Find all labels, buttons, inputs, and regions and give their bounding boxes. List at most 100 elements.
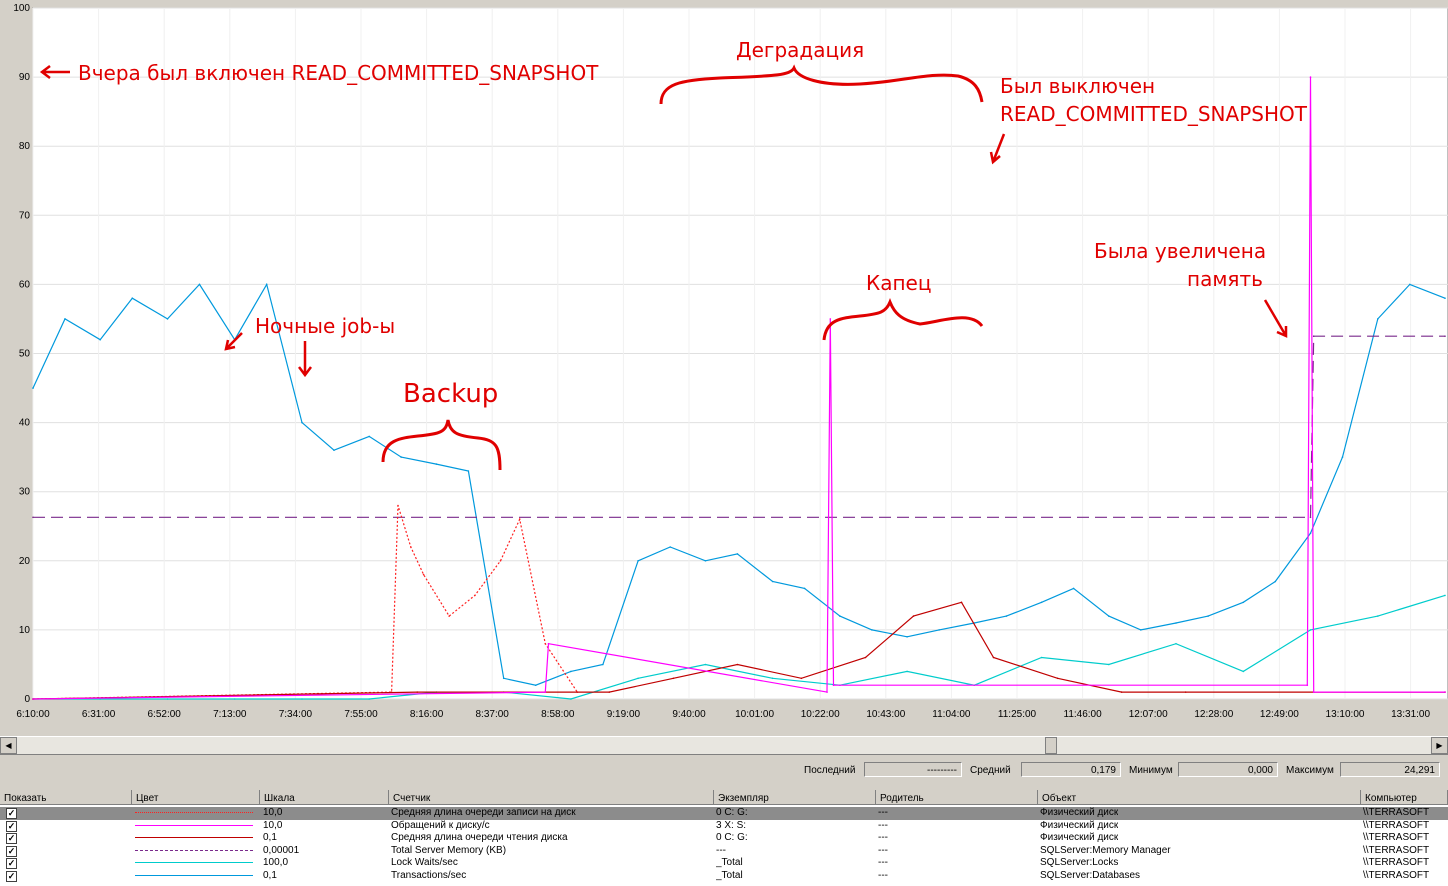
annotation-memory-line1: Была увеличена	[1094, 239, 1266, 263]
show-checkbox[interactable]: ✓	[6, 858, 17, 870]
series-point	[1309, 516, 1312, 519]
series-point	[474, 594, 476, 597]
scale-cell: 0,1	[263, 870, 277, 881]
series-point	[704, 663, 707, 666]
counter-cell: Total Server Memory (KB)	[391, 844, 507, 856]
legend-row[interactable]: ✓ 0,1 Средняя длина очереди чтения диска 0 …	[0, 832, 1448, 845]
header-counter[interactable]: Счетчик	[389, 790, 714, 805]
header-object[interactable]: Объект	[1038, 790, 1361, 805]
series-point	[570, 670, 572, 673]
series-point	[1309, 629, 1312, 631]
series-point	[938, 629, 940, 631]
legend-row[interactable]: ✓ 10,0 Средняя длина очереди записи на дис…	[0, 807, 1448, 820]
series-point	[1341, 456, 1344, 458]
header-show[interactable]: Показать	[0, 790, 132, 805]
series-point	[400, 456, 403, 458]
series-point	[32, 698, 34, 700]
show-checkbox[interactable]: ✓	[6, 808, 17, 819]
show-checkbox[interactable]: ✓	[6, 820, 17, 832]
x-tick-label: 7:34:00	[279, 709, 313, 720]
x-tick-label: 12:49:00	[1260, 709, 1299, 720]
parent-cell: ---	[878, 807, 888, 818]
instance-cell: 0 C: G:	[716, 807, 748, 818]
scale-cell: 0,1	[263, 832, 277, 844]
x-tick-label: 11:46:00	[1064, 709, 1103, 720]
object-cell: SQLServer:Databases	[1040, 870, 1141, 881]
series-point	[544, 642, 547, 645]
series-point	[99, 338, 101, 341]
scroll-thumb[interactable]	[1045, 737, 1057, 754]
last-value: ---------	[864, 762, 962, 777]
series-point	[570, 698, 572, 700]
avg-value: 0,179	[1021, 762, 1121, 777]
header-color[interactable]: Цвет	[132, 790, 260, 805]
series-point	[906, 636, 908, 638]
series-point	[803, 587, 806, 590]
avg-label: Средний	[970, 765, 1011, 776]
series-point	[1409, 283, 1411, 286]
y-tick-label: 0	[24, 694, 30, 705]
y-tick-label: 50	[19, 349, 31, 360]
header-instance[interactable]: Экземпляр	[714, 790, 876, 805]
color-swatch	[135, 837, 253, 839]
y-tick-label: 60	[19, 279, 31, 290]
legend-row[interactable]: ✓ 100,0 Lock Waits/sec _Total --- SQLServer:L…	[0, 857, 1448, 870]
series-point	[166, 698, 169, 700]
header-scale[interactable]: Шкала	[260, 790, 389, 805]
x-tick-label: 8:37:00	[476, 709, 510, 720]
brace-degradation	[659, 64, 984, 105]
series-point	[416, 691, 419, 693]
x-tick-label: 6:31:00	[82, 709, 116, 720]
show-checkbox[interactable]: ✓	[6, 845, 17, 857]
legend-row[interactable]: ✓ 0,1 Transactions/sec _Total --- SQLServer:D…	[0, 870, 1448, 883]
scroll-left-button[interactable]: ◀	[0, 737, 17, 754]
series-point	[1040, 656, 1043, 659]
x-tick-label: 7:13:00	[213, 709, 247, 720]
min-value: 0,000	[1178, 762, 1278, 777]
series-point	[397, 504, 399, 507]
header-parent[interactable]: Родитель	[876, 790, 1038, 805]
series-point	[1312, 691, 1315, 693]
y-tick-label: 90	[19, 72, 31, 83]
object-cell: SQLServer:Locks	[1040, 857, 1119, 869]
scroll-right-button[interactable]: ▶	[1431, 737, 1448, 754]
object-cell: Физический диск	[1040, 807, 1119, 818]
series-point	[771, 677, 774, 680]
series-point	[32, 516, 34, 519]
show-checkbox[interactable]: ✓	[6, 871, 17, 882]
max-label: Максимум	[1286, 765, 1334, 776]
show-checkbox[interactable]: ✓	[6, 833, 17, 845]
color-swatch	[135, 849, 253, 851]
x-tick-label: 9:40:00	[672, 709, 706, 720]
series-point	[502, 677, 505, 680]
series-point	[422, 573, 425, 576]
legend-row[interactable]: ✓ 0,00001 Total Server Memory (KB) --- --- SQ…	[0, 845, 1448, 858]
scale-cell: 0,00001	[263, 844, 300, 856]
series-point	[544, 691, 547, 693]
annotation-degradation: Деградация	[736, 38, 864, 62]
arrow-disabled	[989, 133, 1006, 165]
header-computer[interactable]: Компьютер	[1361, 790, 1448, 805]
x-tick-label: 11:04:00	[932, 709, 971, 720]
series-point	[1184, 691, 1187, 693]
legend-row[interactable]: ✓ 10,0 Обращений к диску/с 3 X: S: --- Физиче…	[0, 820, 1448, 833]
parent-cell: ---	[878, 832, 888, 844]
computer-cell: \\TERRASOFT	[1363, 832, 1430, 844]
series-point	[608, 691, 611, 693]
computer-cell: \\TERRASOFT	[1363, 844, 1430, 856]
series-point	[518, 518, 521, 521]
x-tick-label: 11:25:00	[998, 709, 1037, 720]
y-tick-label: 20	[19, 556, 31, 567]
computer-cell: \\TERRASOFT	[1363, 857, 1430, 869]
y-tick-label: 30	[19, 487, 31, 498]
series-point	[1242, 601, 1245, 604]
annotation-disabled-line1: Был выключен	[1000, 74, 1155, 98]
series-point	[32, 387, 34, 389]
x-tick-label: 10:01:00	[735, 709, 774, 720]
stats-bar: Последний --------- Средний 0,179 Миниму…	[0, 758, 1448, 784]
annotation-disabled-line2: READ_COMMITTED_SNAPSHOT	[1000, 102, 1308, 126]
series-line-5	[32, 77, 1445, 700]
horizontal-scrollbar[interactable]: ◀ ▶	[0, 736, 1448, 755]
series-point	[368, 698, 371, 700]
color-swatch	[135, 812, 253, 813]
